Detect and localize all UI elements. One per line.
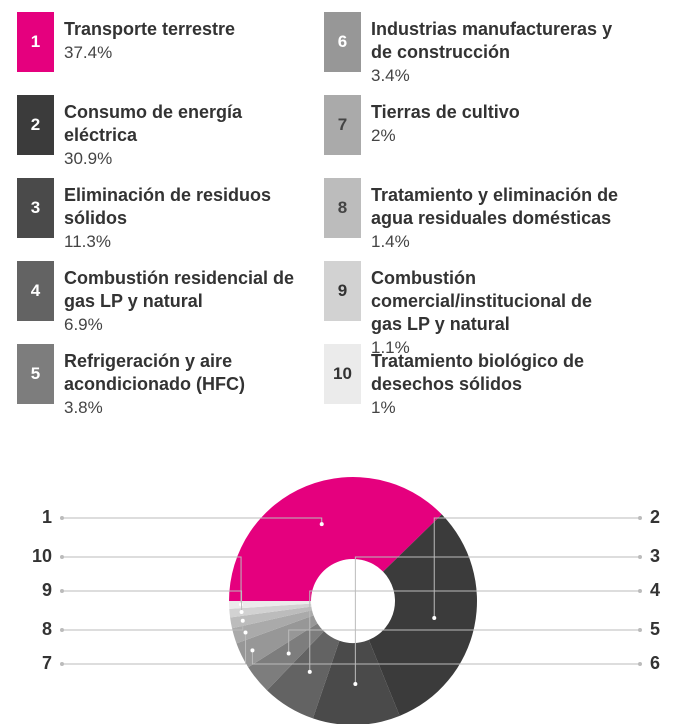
callout-dot — [60, 555, 64, 559]
pie-slice — [230, 606, 313, 629]
legend-key: 6 — [324, 12, 361, 72]
callout-label: 4 — [650, 580, 660, 600]
legend-name: Refrigeración y aire acondicionado (HFC) — [64, 351, 245, 394]
legend-title: Tratamiento biológico de desechos sólido… — [371, 350, 621, 419]
callout-dot — [240, 618, 245, 623]
callout-line — [309, 590, 640, 672]
pie-slice — [368, 514, 478, 716]
callout-line — [251, 650, 640, 665]
callout-line — [62, 632, 247, 665]
callout-label: 5 — [650, 619, 660, 639]
legend-name: Tratamiento y eliminación de agua residu… — [371, 185, 619, 228]
callout-label: 1 — [42, 507, 52, 527]
callout-dot — [638, 662, 642, 666]
legend-key: 8 — [324, 178, 361, 238]
callout-line — [62, 556, 242, 605]
callout-dot — [307, 669, 312, 674]
callout-dot — [60, 662, 64, 666]
legend-value: 1.1% — [371, 338, 410, 357]
legend-value: 3.8% — [64, 398, 103, 417]
legend-title: Combustión residencial de gas LP y natur… — [64, 267, 314, 336]
callout-line — [62, 620, 244, 631]
legend-value: 1.4% — [371, 232, 410, 251]
legend-title: Combustión comercial/institucional de ga… — [371, 267, 621, 359]
pie-slice — [229, 601, 312, 609]
legend-name: Tierras de cultivo — [371, 102, 520, 122]
legend-title: Eliminación de residuos sólidos 11.3% — [64, 184, 314, 253]
legend-name: Combustión residencial de gas LP y natur… — [64, 268, 295, 311]
legend-name: Transporte terrestre — [64, 19, 236, 39]
legend-name: Tratamiento biológico de desechos sólido… — [371, 351, 585, 394]
legend-name: Combustión comercial/institucional de ga… — [371, 268, 593, 334]
callout-dot — [60, 589, 64, 593]
callout-dot — [638, 589, 642, 593]
callout-line — [433, 517, 640, 618]
callout-label: 6 — [650, 653, 660, 673]
callout-line — [62, 590, 243, 612]
pie-slice — [267, 631, 340, 719]
callout-line — [354, 556, 640, 684]
callout-label: 3 — [650, 546, 660, 566]
legend-title: Transporte terrestre 37.4% — [64, 18, 314, 64]
callout-dot — [353, 681, 358, 686]
legend-key: 2 — [17, 95, 54, 155]
legend-title: Tierras de cultivo 2% — [371, 101, 621, 147]
legend-title: Tratamiento y eliminación de agua residu… — [371, 184, 621, 253]
callout-dot — [60, 628, 64, 632]
callout-dot — [638, 516, 642, 520]
legend-value: 1% — [371, 398, 396, 417]
legend-value: 6.9% — [64, 315, 103, 334]
callout-label: 7 — [42, 653, 52, 673]
callout-dot — [638, 555, 642, 559]
callout-dot — [239, 609, 244, 614]
legend-value: 3.4% — [371, 66, 410, 85]
legend-title: Refrigeración y aire acondicionado (HFC)… — [64, 350, 314, 419]
callout-line — [288, 629, 640, 654]
callout-line — [62, 517, 323, 525]
legend-title: Consumo de energía eléctrica 30.9% — [64, 101, 314, 170]
callout-dot — [319, 522, 324, 527]
legend-name: Consumo de energía eléctrica — [64, 102, 243, 145]
callout-dot — [638, 628, 642, 632]
legend-key: 4 — [17, 261, 54, 321]
callout-dot — [432, 615, 437, 620]
legend-key: 5 — [17, 344, 54, 404]
callout-label: 10 — [32, 546, 52, 566]
pie-slice — [229, 603, 312, 618]
legend-key: 7 — [324, 95, 361, 155]
legend-title: Industrias manufactureras y de construcc… — [371, 18, 621, 87]
callout-dot — [243, 630, 248, 635]
legend-key: 10 — [324, 344, 361, 404]
pie-slice — [248, 623, 324, 691]
legend-value: 30.9% — [64, 149, 113, 168]
pie-slice — [236, 615, 318, 668]
pie-slice — [232, 610, 314, 644]
legend-name: Industrias manufactureras y de construcc… — [371, 19, 613, 62]
callout-label: 8 — [42, 619, 52, 639]
callout-dot — [250, 648, 255, 653]
legend-value: 11.3% — [64, 232, 111, 251]
legend-key: 1 — [17, 12, 54, 72]
legend-key: 9 — [324, 261, 361, 321]
legend-value: 37.4% — [64, 43, 113, 62]
callout-label: 2 — [650, 507, 660, 527]
pie-slice — [229, 476, 442, 601]
pie-slice — [312, 639, 400, 724]
callout-dot — [286, 651, 291, 656]
legend-name: Eliminación de residuos sólidos — [64, 185, 272, 228]
callout-dot — [60, 516, 64, 520]
legend-value: 2% — [371, 126, 396, 145]
callout-label: 9 — [42, 580, 52, 600]
legend-key: 3 — [17, 178, 54, 238]
